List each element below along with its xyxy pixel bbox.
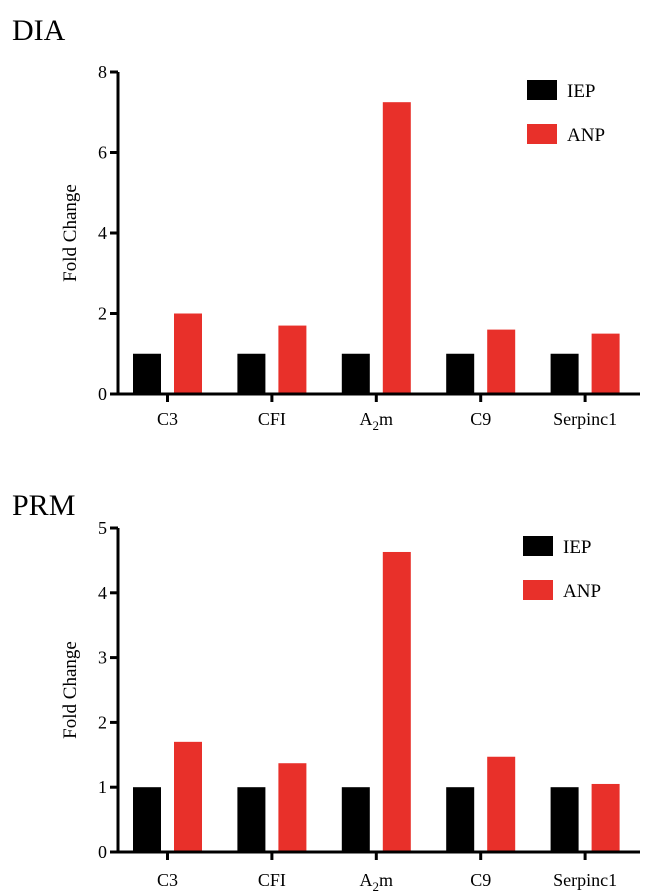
x-tick-label: A2m — [360, 409, 394, 433]
chart-dia: DIA Fold Change 0 2 4 6 8 C3 CFI A2m C9 Serpinc1 IEP… — [12, 14, 640, 433]
legend-label-iep: IEP — [567, 81, 596, 102]
bar-anp — [591, 333, 620, 394]
x-tick-label: Serpinc1 — [553, 409, 617, 429]
bar-iep — [550, 787, 579, 852]
bar-anp — [382, 102, 411, 394]
x-tick-label: CFI — [258, 870, 286, 890]
bar-iep — [237, 787, 266, 852]
bar-anp — [278, 763, 307, 852]
x-tick-label: Serpinc1 — [553, 870, 617, 890]
x-tick-label: CFI — [258, 409, 286, 429]
y-tick-label: 4 — [98, 583, 107, 603]
x-tick-label: C9 — [470, 870, 491, 890]
bar-iep — [341, 787, 370, 852]
y-tick-label: 1 — [98, 777, 107, 797]
y-tick-label: 6 — [98, 143, 107, 163]
bar-iep — [550, 353, 579, 394]
y-axis-label: Fold Change — [60, 184, 81, 282]
bar-anp — [174, 741, 202, 852]
legend-label-iep: IEP — [563, 537, 592, 558]
y-axis-label: Fold Change — [60, 641, 81, 739]
y-tick-label: 2 — [98, 304, 107, 324]
y-tick-label: 0 — [98, 384, 107, 404]
legend-label-anp: ANP — [567, 125, 605, 146]
chart-title: DIA — [12, 14, 66, 47]
legend-label-anp: ANP — [563, 581, 601, 602]
bar-iep — [133, 787, 161, 852]
bar-anp — [174, 313, 202, 394]
legend-swatch-iep — [527, 80, 557, 100]
y-tick-label: 5 — [98, 518, 107, 538]
bar-iep — [341, 353, 370, 394]
x-tick-label: A2m — [360, 870, 394, 892]
y-tick-label: 2 — [98, 712, 107, 732]
x-tick-label: C9 — [470, 409, 491, 429]
bar-iep — [446, 353, 475, 394]
legend-swatch-anp — [527, 124, 557, 144]
x-tick-label: C3 — [157, 870, 178, 890]
y-tick-label: 3 — [98, 648, 107, 668]
y-tick-label: 4 — [98, 223, 107, 243]
bar-anp — [591, 783, 620, 852]
bar-iep — [446, 787, 475, 852]
bar-anp — [487, 329, 516, 394]
bar-anp — [487, 756, 516, 852]
chart-title: PRM — [12, 489, 75, 522]
x-tick-label: C3 — [157, 409, 178, 429]
bar-anp — [382, 551, 411, 852]
y-tick-label: 0 — [98, 842, 107, 862]
chart-prm: PRM Fold Change 0 1 2 3 4 5 C3 CFI A2m C9 Serpinc1 IE… — [12, 489, 640, 892]
legend-swatch-anp — [523, 580, 553, 600]
bar-anp — [278, 325, 307, 394]
bar-iep — [237, 353, 266, 394]
bar-iep — [133, 353, 161, 394]
y-tick-label: 8 — [98, 62, 107, 82]
legend-swatch-iep — [523, 536, 553, 556]
